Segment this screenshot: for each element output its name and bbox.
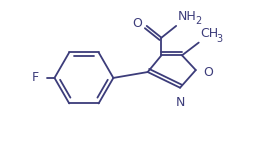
Text: F: F — [32, 71, 39, 84]
Text: O: O — [132, 17, 142, 30]
Text: NH: NH — [178, 10, 197, 23]
Text: 2: 2 — [195, 16, 201, 26]
Text: 3: 3 — [216, 34, 223, 44]
Text: O: O — [204, 66, 214, 78]
Text: CH: CH — [201, 27, 219, 40]
Text: N: N — [175, 96, 185, 109]
